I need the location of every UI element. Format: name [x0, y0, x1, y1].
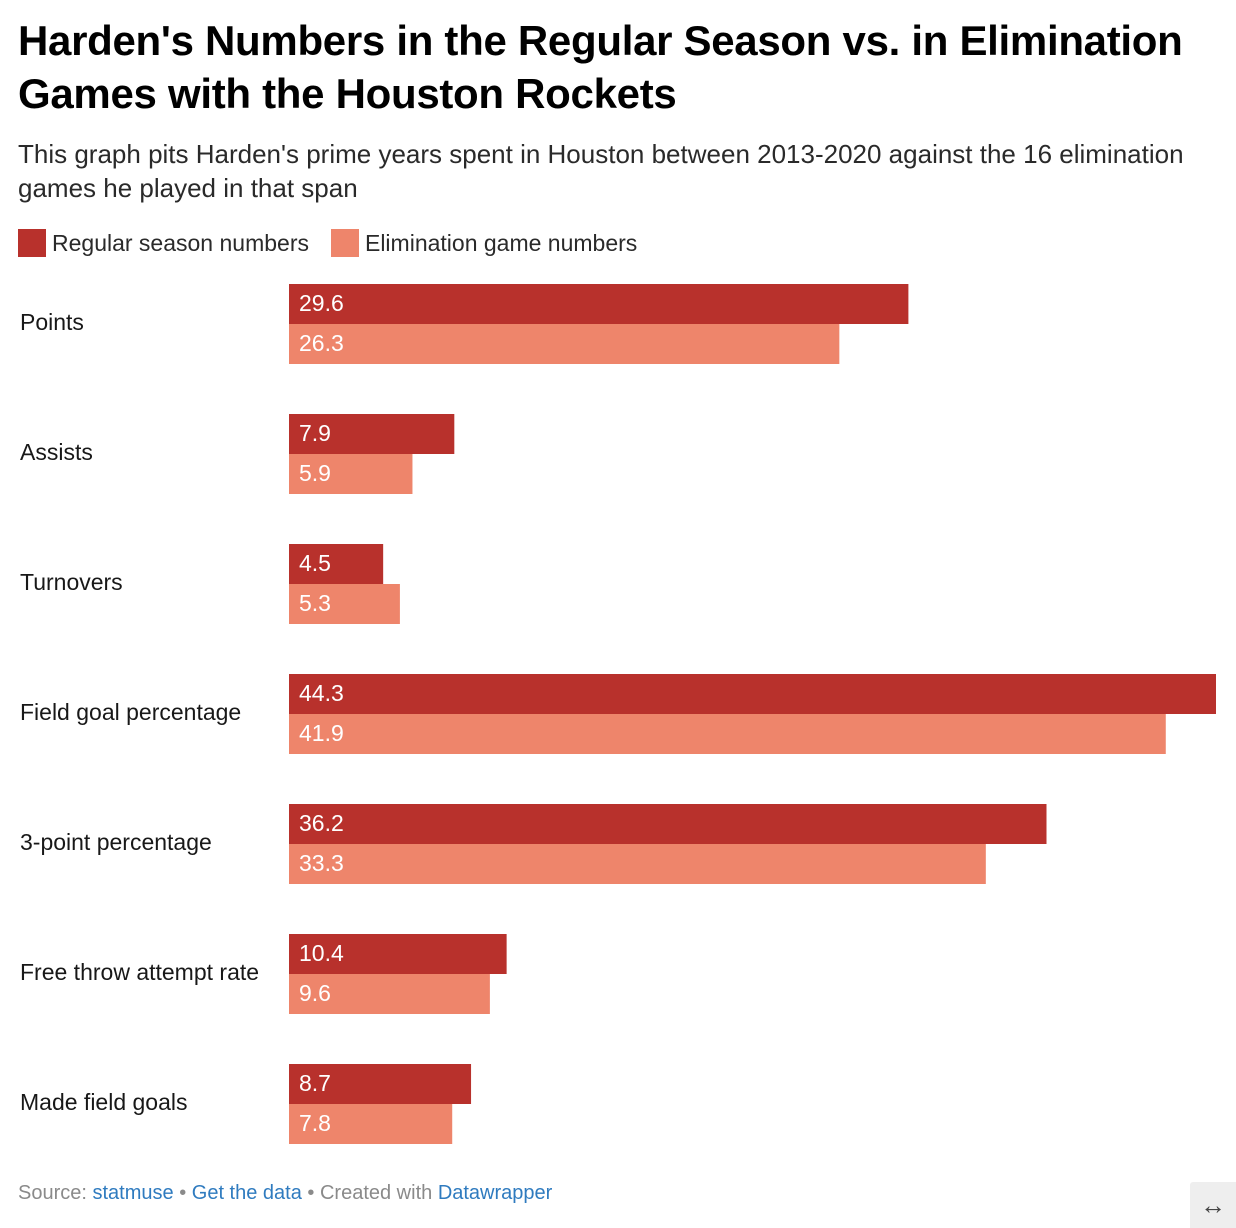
value-label-3-point-percentage-elimination-games: 33.3: [299, 850, 344, 876]
legend-swatch-regular-season: [18, 229, 46, 257]
value-label-made-field-goals-elimination-games: 7.8: [299, 1110, 331, 1136]
bar-assists-regular-season: [289, 414, 455, 454]
value-label-turnovers-elimination-games: 5.3: [299, 590, 331, 616]
source-prefix: Source:: [18, 1182, 93, 1204]
bar-assists-elimination-games: [289, 454, 413, 494]
legend-item-elimination-games: Elimination game numbers: [330, 229, 638, 257]
get-the-data-link[interactable]: Get the data: [191, 1182, 302, 1204]
bar-free-throw-attempt-rate-elimination-games: [289, 974, 490, 1014]
expand-icon[interactable]: ↔: [1190, 1182, 1236, 1228]
footer-separator-2: •: [301, 1182, 320, 1204]
chart-subtitle: This graph pits Harden's prime years spe…: [18, 139, 1184, 203]
category-label-free-throw-attempt-rate: Free throw attempt rate: [20, 959, 259, 985]
value-label-turnovers-regular-season: 4.5: [299, 550, 331, 576]
datawrapper-link[interactable]: Datawrapper: [437, 1182, 553, 1204]
value-label-assists-elimination-games: 5.9: [299, 460, 331, 486]
bar-3-point-percentage-regular-season: [289, 804, 1047, 844]
value-label-field-goal-percentage-regular-season: 44.3: [299, 680, 344, 706]
chart-title: Harden's Numbers in the Regular Season v…: [18, 17, 1183, 117]
bar-3-point-percentage-elimination-games: [289, 844, 986, 884]
bar-made-field-goals-elimination-games: [289, 1104, 453, 1144]
legend-swatch-elimination-games: [330, 229, 359, 257]
bar-free-throw-attempt-rate-regular-season: [289, 934, 507, 974]
value-label-made-field-goals-regular-season: 8.7: [299, 1070, 331, 1096]
bar-made-field-goals-regular-season: [289, 1064, 472, 1104]
bar-field-goal-percentage-elimination-games: [289, 714, 1166, 754]
chart-footer: Source: statmuse • Get the data • Create…: [18, 1182, 552, 1205]
bar-points-regular-season: [289, 284, 909, 324]
value-label-free-throw-attempt-rate-elimination-games: 9.6: [299, 980, 331, 1006]
chart-legend: Regular season numbers Elimination game …: [18, 228, 659, 258]
footer-separator-1: •: [173, 1182, 192, 1204]
legend-label-regular-season: Regular season numbers: [52, 229, 309, 256]
legend-item-regular-season: Regular season numbers: [18, 229, 309, 257]
created-with-prefix: Created with: [319, 1182, 438, 1204]
category-label-assists: Assists: [20, 439, 93, 465]
category-label-made-field-goals: Made field goals: [20, 1089, 188, 1115]
bar-turnovers-elimination-games: [289, 584, 400, 624]
category-label-field-goal-percentage: Field goal percentage: [20, 699, 241, 725]
value-label-assists-regular-season: 7.9: [299, 420, 331, 446]
value-label-points-regular-season: 29.6: [299, 290, 344, 316]
source-link-statmuse[interactable]: statmuse: [92, 1182, 174, 1204]
bar-chart: Points 29.6 26.3 Assists 7.9 5.9 Turnovers 4.5 5…: [20, 284, 1216, 1144]
category-label-points: Points: [20, 309, 84, 335]
value-label-free-throw-attempt-rate-regular-season: 10.4: [299, 940, 344, 966]
bar-field-goal-percentage-regular-season: [289, 674, 1216, 714]
category-label-3-point-percentage: 3-point percentage: [20, 829, 212, 855]
bar-points-elimination-games: [289, 324, 840, 364]
value-label-field-goal-percentage-elimination-games: 41.9: [299, 720, 344, 746]
value-label-points-elimination-games: 26.3: [299, 330, 344, 356]
legend-label-elimination-games: Elimination game numbers: [364, 229, 638, 256]
category-label-turnovers: Turnovers: [20, 569, 123, 595]
value-label-3-point-percentage-regular-season: 36.2: [299, 810, 344, 836]
bar-turnovers-regular-season: [289, 544, 384, 584]
